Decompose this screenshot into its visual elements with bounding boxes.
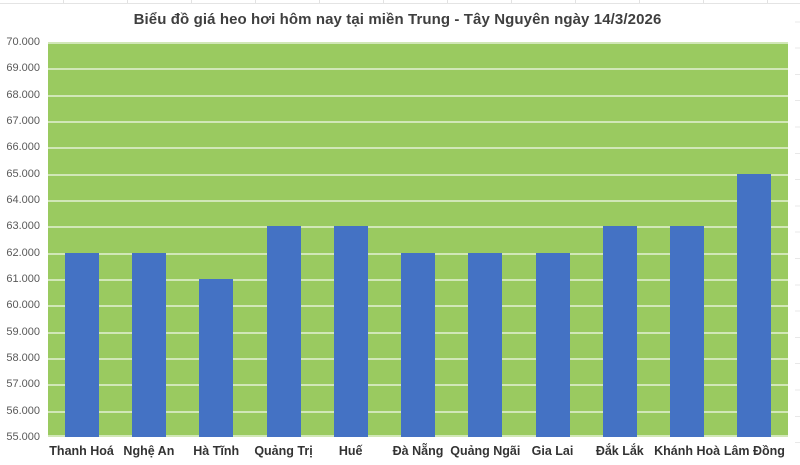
y-tick-label: 56.000 [6, 404, 40, 417]
bar-nghệ-an[interactable] [131, 252, 166, 437]
bar-thanh-hoá[interactable] [64, 252, 99, 437]
y-tick-label: 58.000 [6, 352, 40, 364]
bar-huế[interactable] [333, 226, 368, 437]
y-tick-label: 64.000 [6, 194, 40, 206]
y-tick-label: 55.000 [6, 431, 40, 443]
y-tick-label: 68.000 [6, 88, 40, 101]
chart-title: Biểu đồ giá heo hơi hôm nay tại miền Tru… [133, 11, 662, 28]
bar-đắk-lắk[interactable] [602, 226, 637, 437]
y-tick-label: 63.000 [6, 220, 40, 233]
y-axis: 70.000 69.000 68.000 67.000 66.000 65.000 64.0… [0, 36, 40, 443]
gridline [48, 68, 788, 70]
chart-object[interactable]: Biểu đồ giá heo hơi hôm nay tại miền Tru… [0, 4, 795, 465]
bar-khánh-hoà[interactable] [670, 226, 705, 437]
y-tick-label: 66.000 [6, 141, 40, 154]
gridline [48, 174, 788, 176]
y-tick-label: 60.000 [6, 299, 40, 312]
bar-quảng-ngãi[interactable] [468, 252, 503, 437]
bar-hà-tĩnh[interactable] [199, 279, 234, 437]
plot-area[interactable] [48, 42, 788, 437]
y-tick-label: 65.000 [6, 167, 40, 180]
y-tick-label: 67.000 [6, 115, 40, 127]
x-tick-label-đà-nẵng: Đà Nẵng [392, 444, 444, 458]
x-tick-label-huế: Huế [338, 444, 363, 458]
gridline [48, 95, 788, 97]
x-tick-label-lâm-đồng: Lâm Đồng [723, 444, 785, 458]
spreadsheet-grid-top [0, 0, 800, 4]
x-tick-label-hà-tĩnh: Hà Tĩnh [193, 444, 240, 458]
gridline [48, 226, 788, 228]
y-tick-label: 57.000 [6, 378, 40, 391]
x-tick-label-quảng-ngãi: Quảng Ngãi [450, 444, 521, 458]
x-axis: Thanh Hoá Nghệ An Hà Tĩnh Quảng Trị Huế Đà Nẵ… [48, 443, 788, 463]
bar-quảng-trị[interactable] [266, 226, 301, 437]
x-tick-label-đắk-lắk: Đắk Lắk [595, 444, 644, 458]
bar-đà-nẵng[interactable] [401, 252, 435, 437]
gridline [48, 42, 788, 44]
gridline [48, 200, 788, 202]
y-tick-label: 61.000 [6, 273, 40, 285]
x-tick-label-khánh-hoà: Khánh Hoà [654, 444, 721, 458]
gridline [48, 121, 788, 123]
x-tick-label-nghệ-an: Nghệ An [123, 444, 175, 458]
gridline [48, 147, 788, 149]
x-tick-label-thanh-hoá: Thanh Hoá [49, 444, 114, 458]
y-tick-label: 62.000 [6, 246, 40, 259]
y-tick-label: 59.000 [6, 325, 40, 338]
bar-gia-lai[interactable] [535, 252, 570, 437]
y-tick-label: 70.000 [6, 36, 40, 48]
y-tick-label: 69.000 [6, 62, 40, 75]
x-tick-label-gia-lai: Gia Lai [531, 444, 574, 458]
x-tick-label-quảng-trị: Quảng Trị [254, 444, 313, 458]
bar-lâm-đồng[interactable] [737, 173, 772, 437]
